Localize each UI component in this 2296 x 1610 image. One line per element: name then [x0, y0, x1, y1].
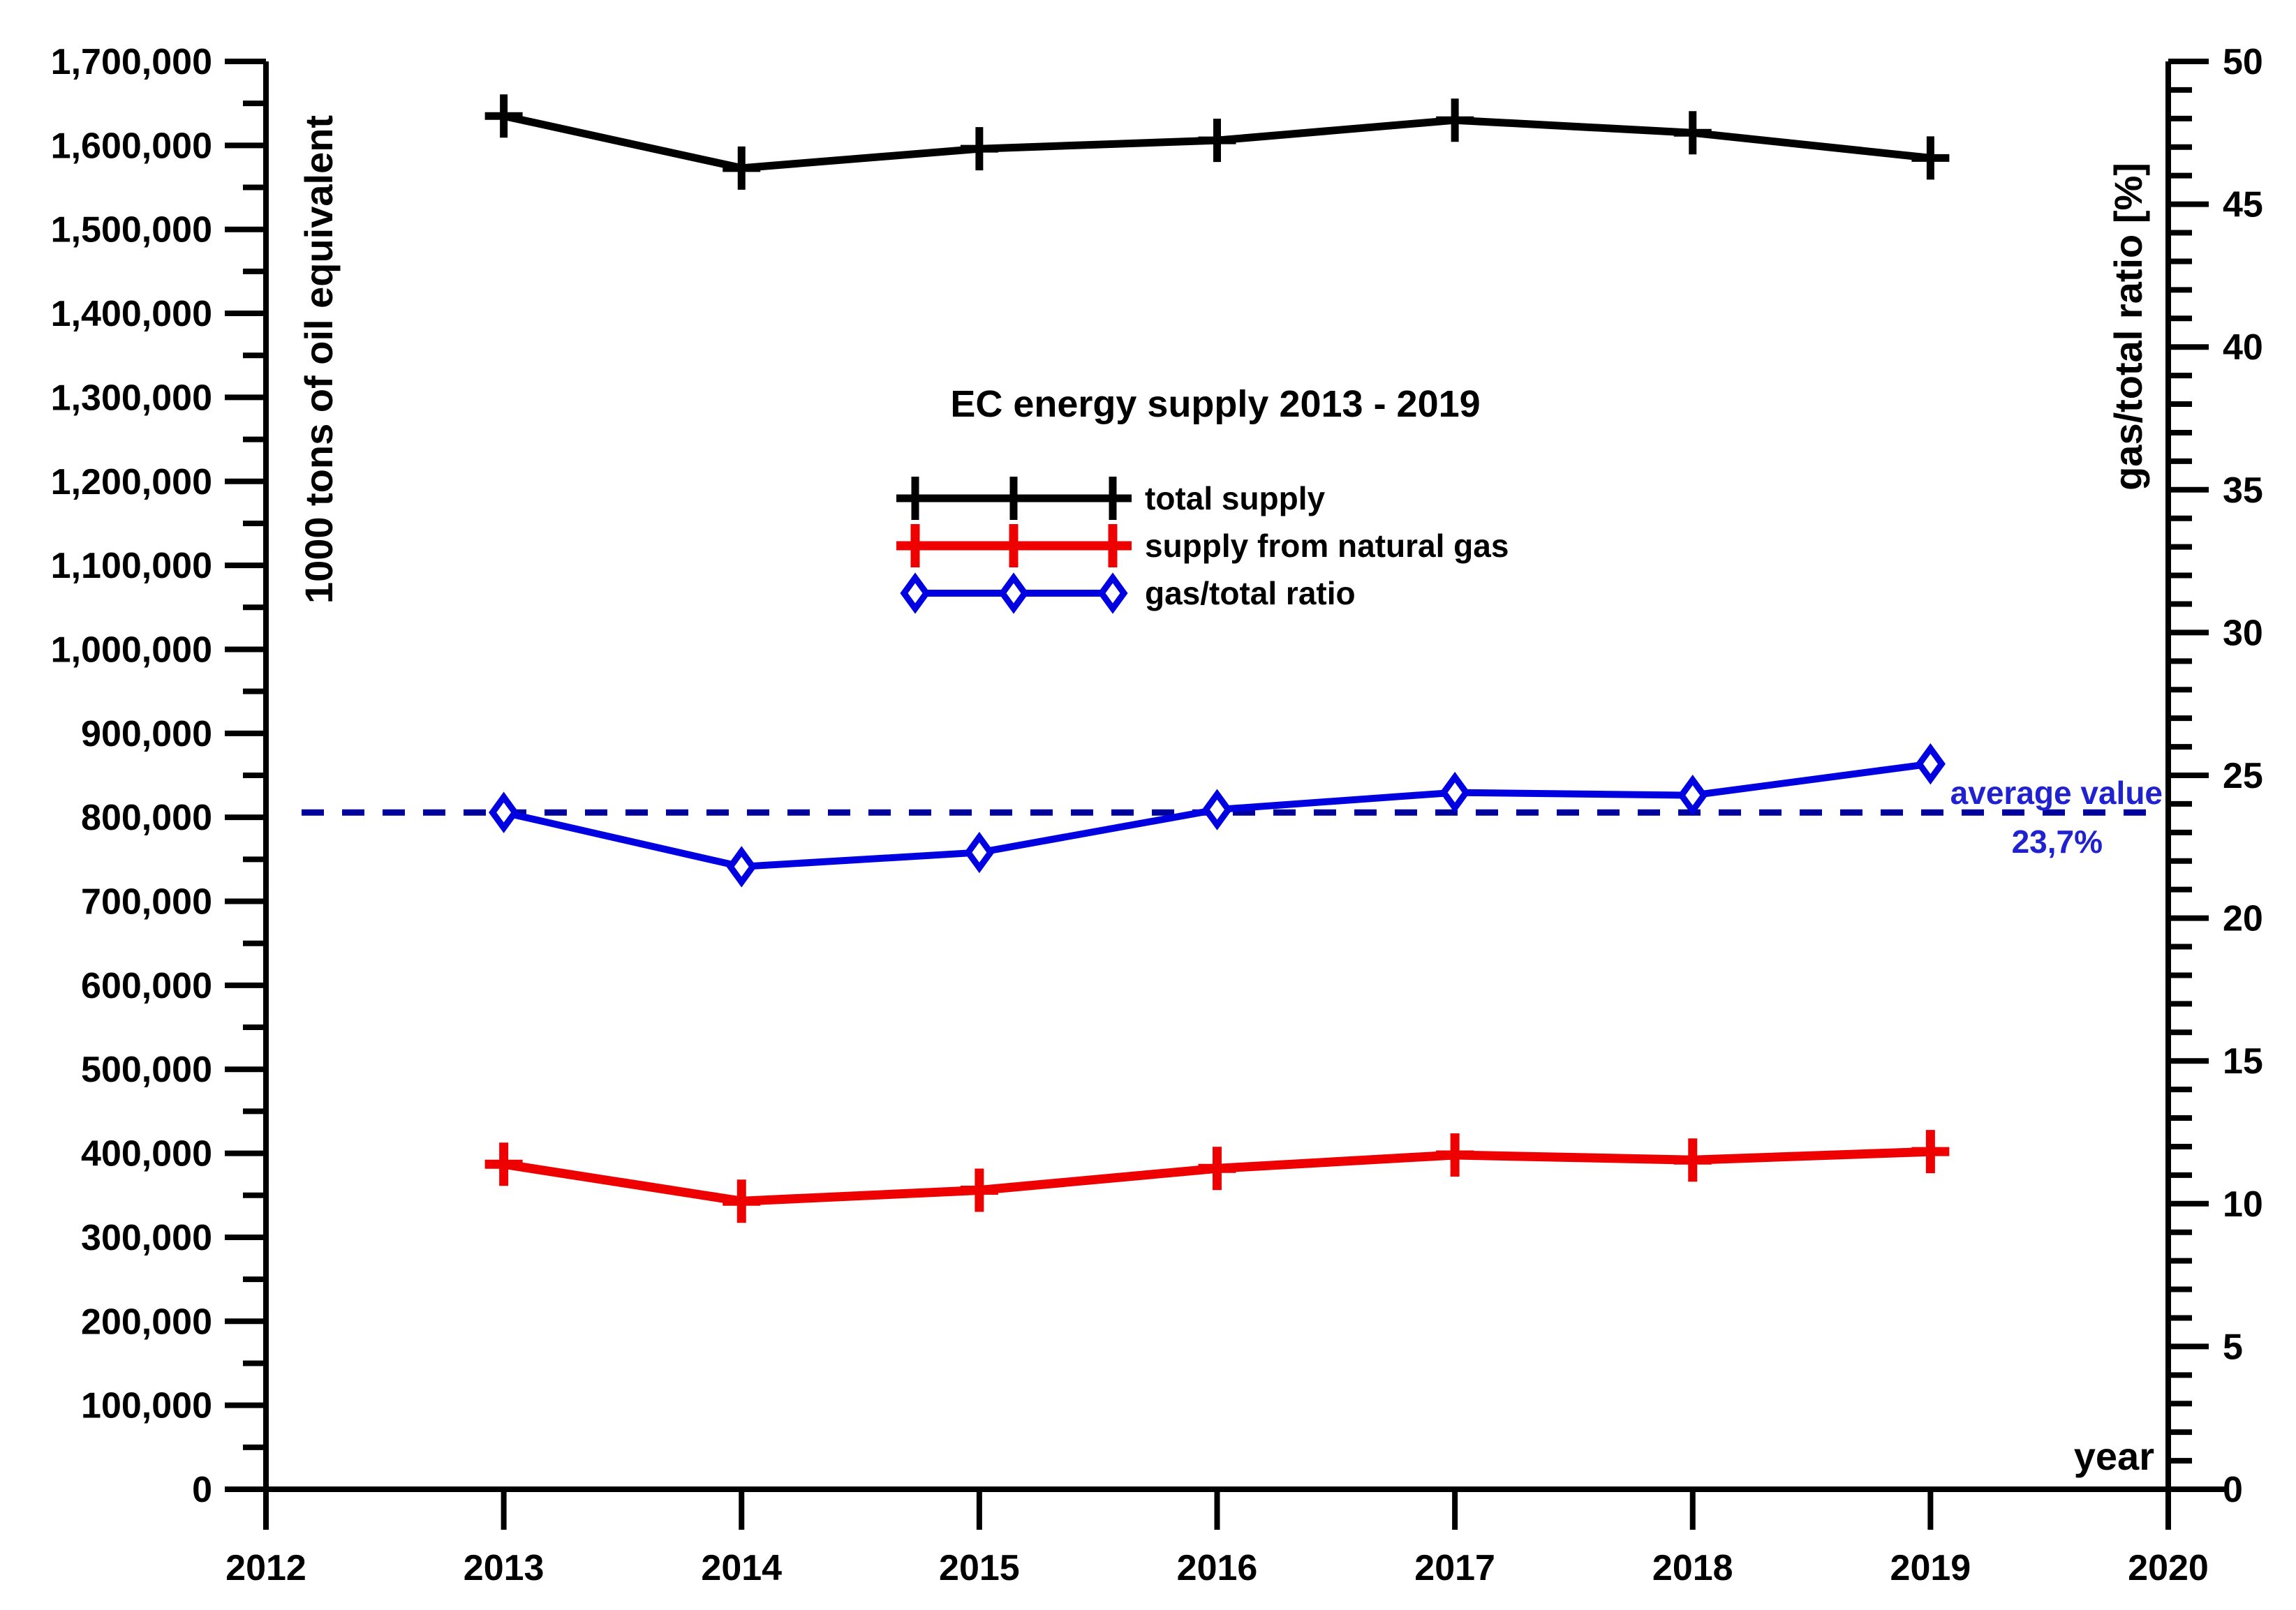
average-line-label: average value [1950, 775, 2163, 811]
diamond-marker [489, 791, 519, 833]
x-axis-tick-label: 2015 [939, 1548, 1020, 1588]
left-axis-tick-label: 300,000 [81, 1218, 212, 1258]
left-axis-title: 1000 tons of oil equivalent [297, 115, 341, 604]
right-axis-tick-label: 10 [2223, 1184, 2263, 1225]
left-axis-tick-label: 1,700,000 [51, 42, 212, 82]
left-axis-tick-label: 700,000 [81, 882, 212, 923]
x-axis-tick-label: 2020 [2128, 1548, 2209, 1588]
x-axis-tick-label: 2016 [1177, 1548, 1258, 1588]
left-axis-tick-label: 1,400,000 [51, 294, 212, 334]
x-axis-tick-label: 2013 [464, 1548, 545, 1588]
right-axis-tick-label: 0 [2223, 1470, 2243, 1510]
diamond-marker [964, 831, 995, 874]
series-supply-from-natural-gas [484, 1130, 1950, 1223]
left-axis-tick-label: 1,000,000 [51, 629, 212, 670]
legend-label-total-supply: total supply [1145, 480, 1326, 516]
series-total-supply [484, 94, 1950, 190]
left-axis-tick-label: 1,300,000 [51, 378, 212, 418]
left-axis-tick-label: 500,000 [81, 1050, 212, 1090]
x-axis-tick-label: 2012 [225, 1548, 306, 1588]
right-axis-tick-label: 40 [2223, 327, 2263, 368]
x-axis-tick-label: 2018 [1652, 1548, 1733, 1588]
right-axis-tick-label: 50 [2223, 42, 2263, 82]
left-axis-tick-label: 900,000 [81, 714, 212, 754]
right-axis-tick-label: 35 [2223, 470, 2263, 511]
average-value-label: 23,7% [2012, 823, 2103, 860]
chart-title: EC energy supply 2013 - 2019 [950, 383, 1480, 425]
x-axis-tick-label: 2017 [1414, 1548, 1495, 1588]
left-axis-tick-label: 1,500,000 [51, 210, 212, 251]
left-axis-tick-label: 1,600,000 [51, 126, 212, 166]
diamond-marker [726, 846, 757, 888]
diamond-marker [1677, 774, 1708, 817]
diamond-marker [900, 572, 931, 614]
left-axis-tick-label: 1,200,000 [51, 462, 212, 502]
left-axis-tick-label: 400,000 [81, 1134, 212, 1175]
diamond-marker [1097, 572, 1128, 614]
right-axis-tick-label: 25 [2223, 756, 2263, 796]
legend-label-gas-total-ratio: gas/total ratio [1145, 575, 1356, 611]
right-axis-tick-label: 15 [2223, 1041, 2263, 1082]
legend-marks [896, 477, 1132, 614]
left-axis-tick-label: 0 [192, 1470, 212, 1510]
diamond-marker [998, 572, 1029, 614]
right-axis-tick-label: 45 [2223, 185, 2263, 225]
right-axis-title: gas/total ratio [%] [2106, 163, 2150, 491]
right-axis-tick-label: 20 [2223, 899, 2263, 939]
x-axis-tick-label: 2019 [1890, 1548, 1971, 1588]
series-gas-total-ratio [489, 743, 1946, 888]
left-axis-tick-label: 200,000 [81, 1302, 212, 1342]
diamond-marker [1201, 789, 1233, 830]
left-axis-tick-label: 1,100,000 [51, 546, 212, 586]
series-layer [484, 94, 1950, 1223]
x-axis-tick-label: 2014 [701, 1548, 782, 1588]
left-axis-tick-label: 100,000 [81, 1386, 212, 1426]
diamond-marker [1915, 743, 1946, 785]
right-axis-tick-label: 5 [2223, 1327, 2243, 1367]
x-axis-title: year [2074, 1434, 2154, 1478]
left-axis-tick-label: 800,000 [81, 798, 212, 838]
diamond-marker [1439, 771, 1470, 814]
right-axis-tick-label: 30 [2223, 613, 2263, 653]
legend-label-gas-supply: supply from natural gas [1145, 528, 1509, 564]
axes-layer: 0 100,000 200,000 300,000 400,000 500,000 600,… [51, 42, 2263, 1588]
left-axis-tick-label: 600,000 [81, 966, 212, 1006]
